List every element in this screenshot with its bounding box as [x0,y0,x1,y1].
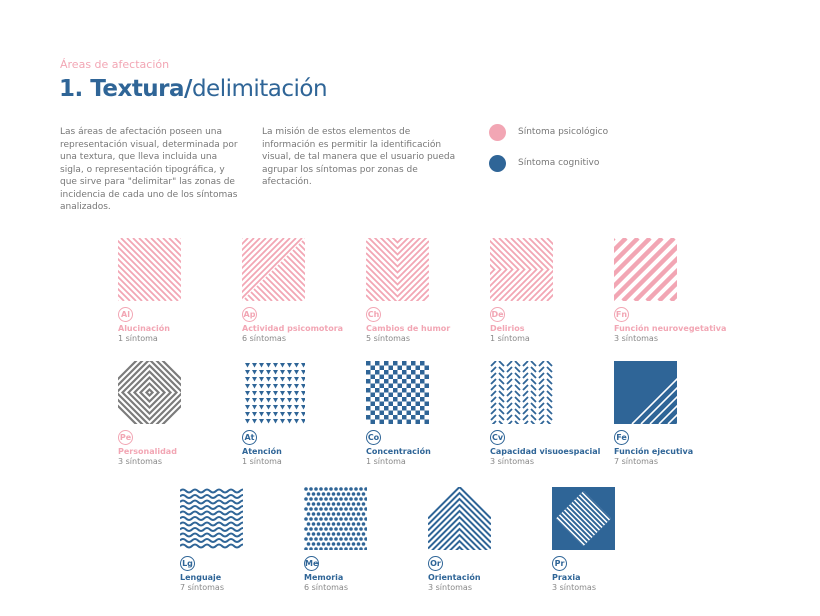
abbr-badge: Or [428,556,443,571]
texture [366,361,429,424]
tile: Cv Capacidad visuoespacial 3 síntomas [490,361,601,466]
texture [552,487,615,550]
symptom-name: Memoria [304,573,344,582]
symptom-count: 1 síntoma [242,457,282,466]
symptom-count: 3 síntomas [428,583,472,592]
abbr-badge: At [242,430,257,445]
symptom-count: 3 síntomas [552,583,596,592]
tile: Ch Cambios de humor 5 síntomas [366,238,456,343]
symptom-count: 6 síntomas [304,583,348,592]
symptom-count: 3 síntomas [118,457,162,466]
symptom-name: Capacidad visuoespacial [490,447,601,456]
texture [242,238,305,301]
symptom-name: Concentración [366,447,431,456]
texture [304,487,367,550]
abbr-badge: Pr [552,556,567,571]
texture [428,487,491,550]
symptom-name: Atención [242,447,282,456]
symptom-name: Orientación [428,573,481,582]
intro-text: Las áreas de afectación poseen una repre… [60,127,238,212]
kicker: Áreas de afectación [60,58,170,71]
symptom-name: Actividad psicomotora [242,324,344,333]
symptom-count: 6 síntomas [242,334,286,343]
title: 1. Textura/delimitación [59,76,328,102]
tile: Co Concentración 1 síntoma [366,361,456,466]
symptom-count: 1 síntoma [118,334,158,343]
texture [245,363,305,424]
texture [118,361,181,424]
texture [118,238,181,301]
symptom-name: Delirios [490,324,525,333]
abbr-badge: Lg [180,556,195,571]
symptom-name: Cambios de humor [366,324,451,333]
texture [614,238,677,301]
symptom-count: 5 síntomas [366,334,410,343]
tile: Ap Actividad psicomotora 6 síntomas [242,238,344,343]
tile: Pe Personalidad 3 síntomas [118,361,208,466]
symptom-name: Lenguaje [180,573,222,582]
tile: Pr Praxia 3 síntomas [552,487,642,592]
texture [614,361,677,424]
texture [490,361,553,424]
texture [180,488,243,549]
abbr-badge: Cv [490,430,505,445]
tile: Or Orientación 3 síntomas [428,487,518,592]
abbr-badge: Pe [118,430,133,445]
symptom-name: Alucinación [118,324,170,333]
symptom-name: Praxia [552,573,581,582]
symptom-name: Función neurovegetativa [614,324,727,333]
symptom-name: Función ejecutiva [614,447,694,456]
abbr-badge: Ch [366,307,381,322]
tile: Me Memoria 6 síntomas [304,487,394,592]
abbr-badge: Fe [614,430,629,445]
texture [366,238,429,301]
symptom-count: 7 síntomas [614,457,658,466]
abbr-badge: Me [304,556,319,571]
legend-label: Síntoma psicológico [518,127,609,137]
tile: At Atención 1 síntoma [242,361,332,466]
texture [490,238,553,301]
title-bold: 1. Textura/ [59,76,192,102]
legend-dot [489,155,506,172]
symptom-count: 3 síntomas [614,334,658,343]
abbr-badge: De [490,307,505,322]
abbr-badge: Fn [614,307,629,322]
legend-label: Síntoma cognitivo [518,158,600,168]
symptom-count: 7 síntomas [180,583,224,592]
symptom-count: 3 síntomas [490,457,534,466]
intro-text: La misión de estos elementos de informac… [262,127,456,187]
tile: De Delirios 1 síntoma [490,238,580,343]
tile: Fe Función ejecutiva 7 síntomas [614,361,704,466]
symptom-count: 1 síntoma [366,457,406,466]
symptom-name: Personalidad [118,447,177,456]
abbr-badge: Co [366,430,381,445]
tile: Lg Lenguaje 7 síntomas [180,487,270,592]
legend-dot [489,124,506,141]
tile: Al Alucinación 1 síntoma [118,238,208,343]
abbr-badge: Al [118,307,133,322]
abbr-badge: Ap [242,307,257,322]
tile: Fn Función neurovegetativa 3 síntomas [614,238,727,343]
title-light: delimitación [191,76,328,102]
symptom-count: 1 síntoma [490,334,530,343]
